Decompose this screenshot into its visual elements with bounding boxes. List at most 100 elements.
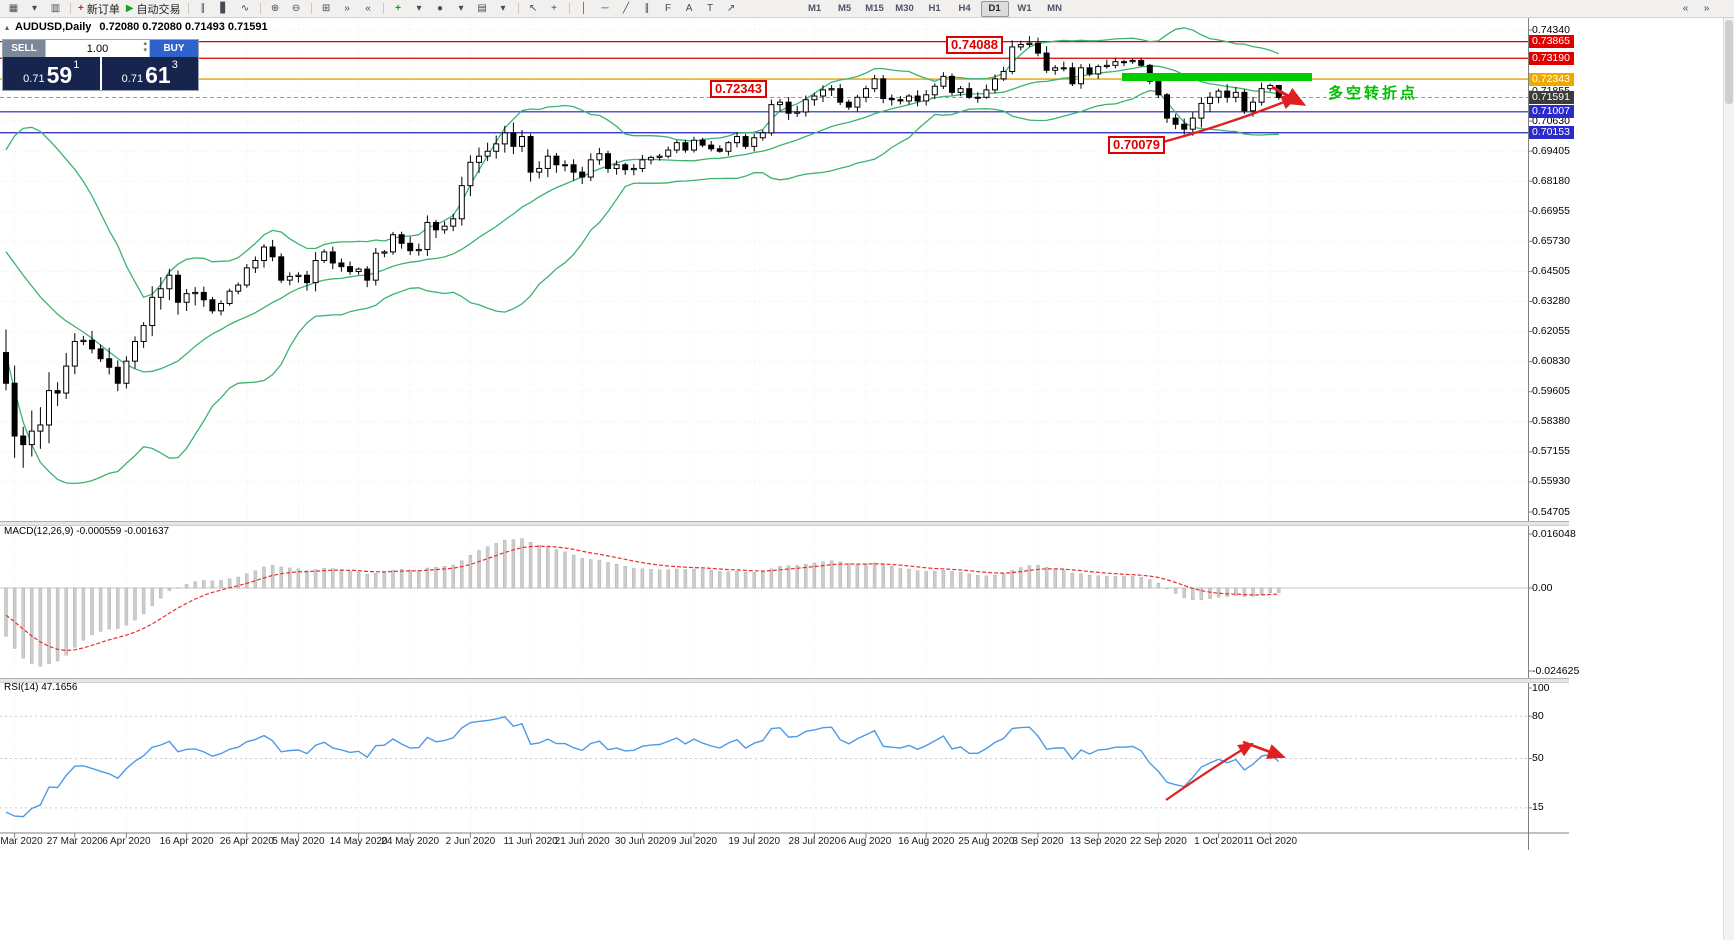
arrows-icon[interactable]: ↗ xyxy=(726,3,736,14)
price-axis-label: 0.62055 xyxy=(1532,325,1570,338)
buy-button[interactable]: BUY xyxy=(150,40,198,57)
price-axis-label: 0.68180 xyxy=(1532,174,1570,187)
buy-price-prefix: 0.71 xyxy=(121,73,144,85)
chart-shift-icon[interactable]: « xyxy=(365,3,371,14)
toolbar-separator xyxy=(517,3,519,14)
current-price-tag: 0.71591 xyxy=(1529,90,1574,104)
tile-windows-icon[interactable]: ⊞ xyxy=(321,3,331,14)
buy-price-button[interactable]: 0.71 61 3 xyxy=(101,57,198,90)
new-order-button[interactable]: + 新订单 xyxy=(78,3,120,16)
line-chart-icon[interactable]: ∿ xyxy=(240,3,250,14)
chart-list-dropdown-icon[interactable]: ▾ xyxy=(31,3,38,14)
sell-price-button[interactable]: 0.71 59 1 xyxy=(3,57,100,90)
templates-dropdown-icon[interactable]: ▾ xyxy=(500,3,506,14)
timeframe-h1[interactable]: H1 xyxy=(928,3,941,14)
new-chart-icon[interactable]: ▦ xyxy=(8,3,19,14)
autotrade-button[interactable]: ▶ 自动交易 xyxy=(125,3,181,16)
bar-chart-icon[interactable]: ∥ xyxy=(200,3,206,14)
date-axis-label: 21 Jun 2020 xyxy=(554,836,610,847)
macd-panel-splitter[interactable] xyxy=(0,521,1569,526)
horizontal-line-icon[interactable]: ─ xyxy=(601,3,609,14)
price-axis-label: 0.54705 xyxy=(1532,505,1570,518)
timeframe-w1[interactable]: W1 xyxy=(1017,3,1032,14)
date-axis-label: 30 Jun 2020 xyxy=(614,836,670,847)
macd-axis-label: 0.00 xyxy=(1532,581,1553,594)
toolbar-overflow: «» xyxy=(1675,1,1731,16)
price-axis-label: 0.63280 xyxy=(1532,295,1570,307)
candlestick-chart-icon[interactable]: ▋ xyxy=(220,3,228,14)
volume-input[interactable]: 1.00 ▴ ▾ xyxy=(45,40,150,57)
scrollbar-thumb[interactable] xyxy=(1725,20,1733,104)
rsi-panel-splitter[interactable] xyxy=(0,678,1569,683)
toolbar-separator xyxy=(259,3,261,14)
price-axis-label: 0.55930 xyxy=(1532,475,1570,488)
sell-price-prefix: 0.71 xyxy=(23,73,45,85)
toolbar-separator xyxy=(382,3,384,14)
timeframe-h4[interactable]: H4 xyxy=(958,3,971,14)
timeframe-d1[interactable]: D1 xyxy=(980,0,1009,17)
crosshair-icon[interactable]: + xyxy=(551,3,557,14)
sell-button[interactable]: SELL xyxy=(3,40,45,57)
turning-point-annotation: 多空转折点 xyxy=(1328,85,1419,102)
periods-icon[interactable]: ● xyxy=(437,3,444,14)
indicators-icon[interactable]: + xyxy=(395,3,401,14)
buy-price-big: 61 xyxy=(145,62,171,88)
zoom-out-icon[interactable]: ⊖ xyxy=(291,3,301,14)
date-axis-label: 28 Jul 2020 xyxy=(788,836,841,847)
price-axis-label: 0.64505 xyxy=(1532,264,1570,277)
chart-header: ▴ AUDUSD,Daily 0.72080 0.72080 0.71493 0… xyxy=(5,21,268,33)
timeframe-m1[interactable]: M1 xyxy=(807,3,822,14)
date-axis-label: 27 Mar 2020 xyxy=(46,836,103,847)
timeframe-mn[interactable]: MN xyxy=(1047,3,1062,14)
date-axis-label: 13 Sep 2020 xyxy=(1069,836,1127,847)
fibonacci-icon[interactable]: F xyxy=(664,3,672,14)
one-click-trading-panel: SELL 1.00 ▴ ▾ BUY 0.71 59 1 0.71 61 3 xyxy=(2,39,199,91)
volume-spinner[interactable]: ▴ ▾ xyxy=(143,40,147,54)
volume-up-icon[interactable]: ▴ xyxy=(143,40,147,47)
vertical-scrollbar[interactable] xyxy=(1723,17,1734,940)
toolbar: ▦ ▾ ▥ + 新订单 ▶ 自动交易 ∥ ▋ ∿ ⊕ ⊖ ⊞ » « + ▾ ● ▾ ▤ ▾ ↖ + │ ─ ╱ ∥ F A T ↗ M1 M… xyxy=(0,0,1734,18)
zoom-in-icon[interactable]: ⊕ xyxy=(270,3,280,14)
text-icon[interactable]: A xyxy=(685,3,693,14)
channel-icon[interactable]: ∥ xyxy=(644,3,650,14)
price-axis-label: 0.65730 xyxy=(1532,234,1570,247)
toolbar-overflow-left-icon[interactable]: « xyxy=(1682,3,1689,14)
price-axis-label: 0.73190 xyxy=(1529,51,1574,65)
profiles-icon[interactable]: ▥ xyxy=(50,3,61,14)
timeframe-m5[interactable]: M5 xyxy=(837,3,852,14)
trendline-icon[interactable]: ╱ xyxy=(623,3,630,14)
macd-axis-label: -0.024625 xyxy=(1532,664,1580,677)
price-axis-label: 0.73865 xyxy=(1529,35,1574,49)
date-axis-label: 22 Sep 2020 xyxy=(1130,836,1187,847)
price-axis-label: 0.70153 xyxy=(1529,126,1574,140)
date-axis-label: 16 Apr 2020 xyxy=(159,836,214,847)
auto-scroll-icon[interactable]: » xyxy=(344,3,350,14)
toolbar-overflow-right-icon[interactable]: » xyxy=(1703,3,1710,14)
macd-label: MACD(12,26,9) -0.000559 -0.001637 xyxy=(4,526,170,537)
label-icon[interactable]: T xyxy=(706,3,714,14)
date-axis-label: 5 May 2020 xyxy=(272,836,325,847)
volume-down-icon[interactable]: ▾ xyxy=(143,47,147,54)
date-axis-label: 18 Mar 2020 xyxy=(0,836,43,847)
buy-price-pipette: 3 xyxy=(171,59,178,71)
chart-menu-icon[interactable]: ▴ xyxy=(5,22,10,32)
vertical-line-icon[interactable]: │ xyxy=(580,3,588,14)
toolbar-groups: ▦ ▾ ▥ + 新订单 ▶ 自动交易 ∥ ▋ ∿ ⊕ ⊖ ⊞ » « + ▾ ● ▾ ▤ ▾ ↖ + │ ─ ╱ ∥ F A T ↗ xyxy=(3,1,742,16)
price-axis-label: 0.69405 xyxy=(1532,144,1570,157)
sell-price-big: 59 xyxy=(46,62,73,88)
cursor-icon[interactable]: ↖ xyxy=(528,3,538,14)
templates-icon[interactable]: ▤ xyxy=(477,3,487,14)
toolbar-separator xyxy=(568,3,570,14)
date-axis-label: 16 Aug 2020 xyxy=(898,836,955,847)
date-axis-label: 6 Aug 2020 xyxy=(840,836,892,847)
toolbar-separator xyxy=(310,3,312,14)
sell-price-pipette: 1 xyxy=(73,59,80,71)
indicators-dropdown-icon[interactable]: ▾ xyxy=(416,3,422,14)
periods-dropdown-icon[interactable]: ▾ xyxy=(458,3,464,14)
price-axis-label: 0.66955 xyxy=(1532,204,1570,217)
timeframe-m15[interactable]: M15 xyxy=(865,3,884,14)
price-axis-label: 0.60830 xyxy=(1532,355,1570,368)
timeframe-m30[interactable]: M30 xyxy=(895,3,914,14)
rsi-label: RSI(14) 47.1656 xyxy=(4,682,78,693)
